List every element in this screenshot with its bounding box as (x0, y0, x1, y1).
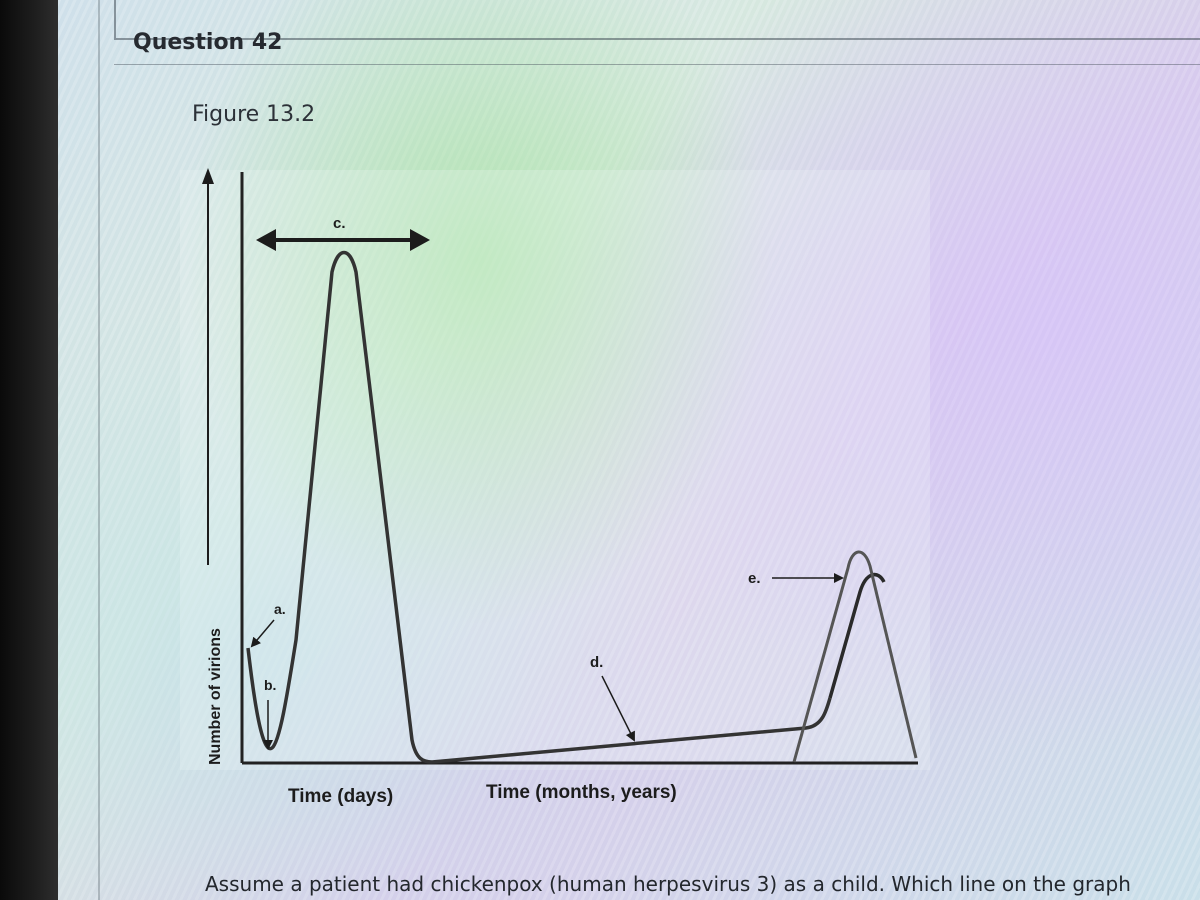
x-axis-label-months-years: Time (months, years) (486, 782, 677, 803)
screen-background (58, 0, 1200, 900)
x-axis-label-days: Time (days) (288, 786, 393, 807)
figure-label: Figure 13.2 (192, 102, 316, 127)
label-d: d. (590, 654, 603, 671)
question-text: Assume a patient had chickenpox (human h… (205, 872, 1131, 896)
reactivation-curve-dark (828, 572, 886, 699)
primary-infection-curve (246, 250, 433, 764)
y-axis-arrowhead (202, 168, 214, 184)
label-a-arrow (250, 619, 275, 648)
question-title: Question 42 (133, 30, 283, 55)
latent-phase-line (431, 697, 832, 764)
monitor-bezel (0, 0, 58, 900)
label-c: c. (333, 215, 346, 232)
label-e: e. (748, 570, 761, 587)
label-a: a. (274, 601, 286, 617)
reactivation-curve-gray (792, 550, 918, 763)
label-b: b. (264, 677, 276, 693)
y-axis-label: Number of virions (207, 628, 224, 765)
title-divider (114, 64, 1200, 65)
label-d-arrow (601, 675, 635, 742)
figure-panel (180, 170, 930, 770)
previous-question-box (114, 0, 1200, 40)
label-c-arrowhead-right (410, 229, 430, 251)
label-c-arrowhead-left (256, 229, 276, 251)
content-panel-border (98, 0, 100, 900)
